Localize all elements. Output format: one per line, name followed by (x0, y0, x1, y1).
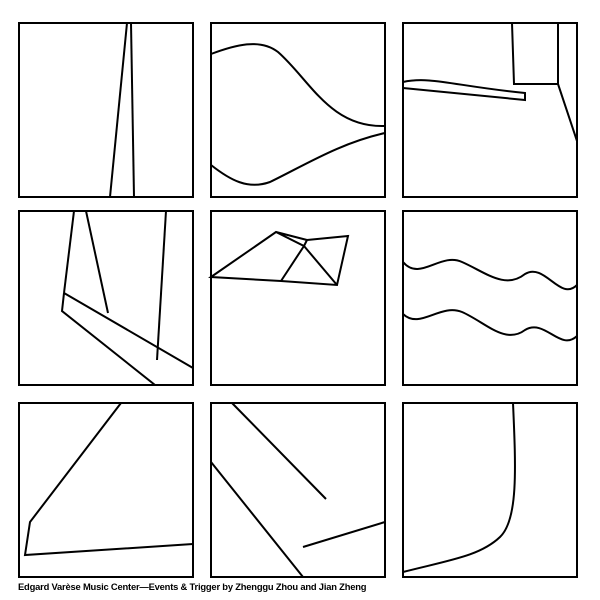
panel-8-v (210, 461, 386, 578)
panel-8 (210, 402, 386, 578)
panel-2-frame (210, 22, 386, 198)
panel-3-notch (511, 22, 559, 85)
panel-8-diagonal (231, 402, 327, 500)
panel-4 (18, 210, 194, 386)
panel-6-frame (402, 210, 578, 386)
panel-8-frame (210, 402, 386, 578)
panel-4-line-b (85, 210, 109, 314)
panel-4-line-a (63, 210, 75, 294)
panel-9 (402, 402, 578, 578)
panel-1 (18, 22, 194, 198)
panel-4-line-c (156, 210, 167, 361)
panel-5 (208, 210, 386, 386)
panel-3-frame (402, 22, 578, 198)
panel-7 (18, 402, 194, 578)
panel-9-curve (402, 402, 516, 573)
panel-3-blade (402, 79, 526, 102)
panel-3-diagonal (557, 83, 578, 142)
caption: Edgard Varèse Music Center—Events & Trig… (18, 581, 367, 592)
panel-5-polyhedron (208, 230, 350, 287)
panel-6 (402, 210, 578, 386)
panel-1-frame (18, 22, 194, 198)
panel-7-line (23, 402, 194, 557)
panel-5-frame (210, 210, 386, 386)
panel-2 (210, 22, 386, 198)
panel-1-line-b (130, 22, 135, 198)
panel-4-wedge (60, 292, 194, 386)
panel-1-line-a (109, 22, 128, 198)
panel-4-frame (18, 210, 194, 386)
panel-9-frame (402, 402, 578, 578)
panel-3 (402, 22, 578, 198)
panel-2-lower-curve (210, 132, 386, 186)
panel-2-curve (210, 43, 386, 128)
panel-7-frame (18, 402, 194, 578)
panel-6-wave-top (402, 259, 578, 291)
panel-6-wave-bottom (402, 309, 578, 342)
